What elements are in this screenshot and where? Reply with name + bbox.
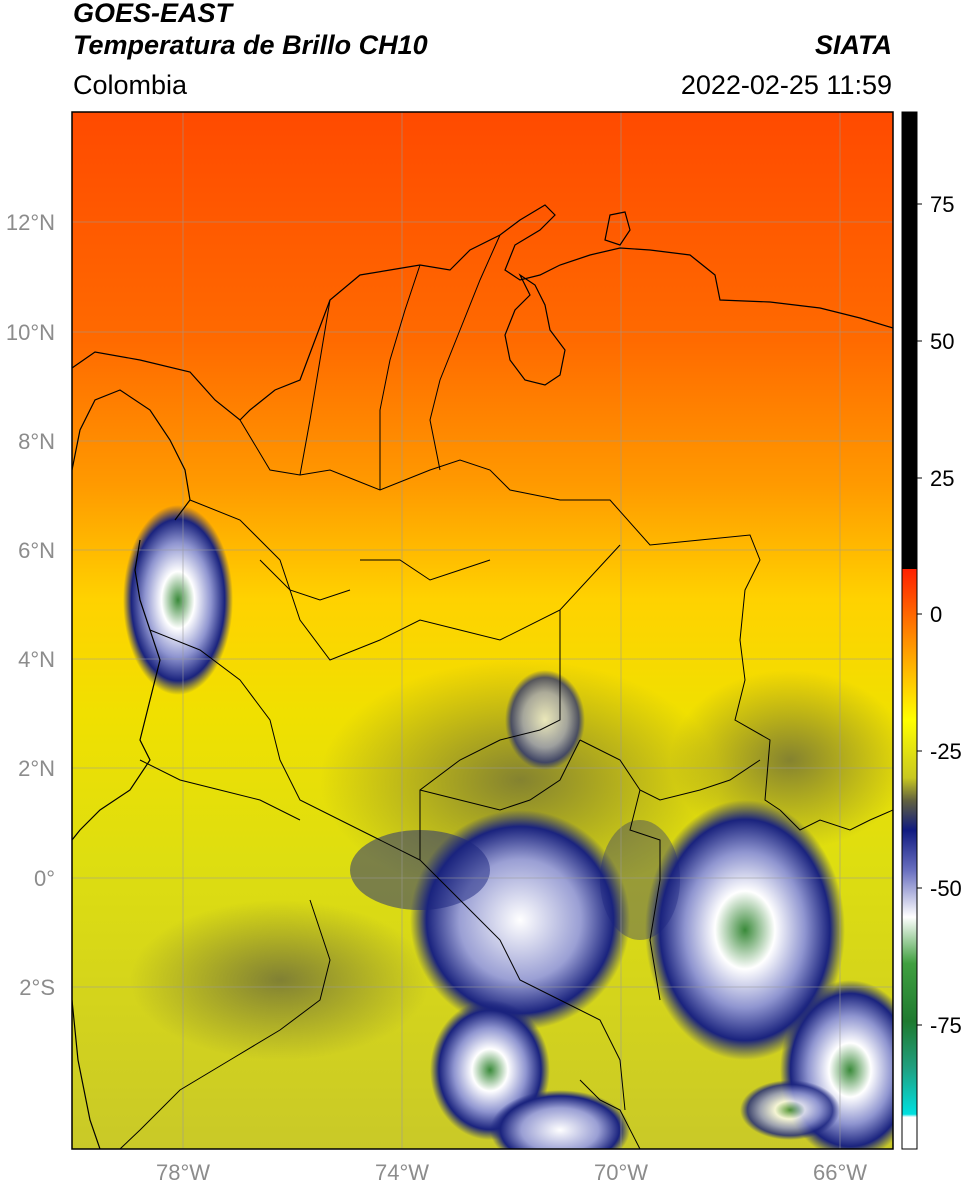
latitude-axis: 12°N 10°N 8°N 6°N 4°N 2°N 0° 2°S xyxy=(6,210,55,1000)
colorbar-black-segment xyxy=(902,112,917,569)
coastlines xyxy=(72,204,893,1149)
timestamp-label: 2022-02-25 11:59 xyxy=(680,70,892,100)
colorbar-tick: 75 xyxy=(930,192,954,217)
lat-label: 6°N xyxy=(18,538,55,563)
lon-label: 66°W xyxy=(813,1160,867,1185)
satellite-title: GOES-EAST xyxy=(73,0,233,28)
product-title: Temperatura de Brillo CH10 xyxy=(73,30,428,60)
lat-label: 4°N xyxy=(18,647,55,672)
lat-label: 2°S xyxy=(19,975,55,1000)
political-borders xyxy=(119,234,893,1149)
lon-label: 70°W xyxy=(594,1160,648,1185)
cloud-amazon-east xyxy=(645,800,845,1060)
lat-label: 2°N xyxy=(18,756,55,781)
lat-label: 10°N xyxy=(6,320,55,345)
lon-label: 74°W xyxy=(375,1160,429,1185)
lon-label: 78°W xyxy=(156,1160,210,1185)
brightness-temperature-field xyxy=(72,112,893,1149)
cloud-pacific xyxy=(123,505,233,695)
longitude-axis: 78°W 74°W 70°W 66°W xyxy=(156,1160,867,1185)
colorbar-tick: 50 xyxy=(930,329,954,354)
colorbar-tick: -50 xyxy=(930,876,962,901)
lat-label: 8°N xyxy=(18,429,55,454)
map-frame xyxy=(71,111,894,1150)
organization-label: SIATA xyxy=(815,30,892,60)
colorbar-tick: 25 xyxy=(930,466,954,491)
lat-label: 12°N xyxy=(6,210,55,235)
colorbar-tick: 0 xyxy=(930,602,942,627)
region-label: Colombia xyxy=(73,70,188,100)
colorbar-tick: -25 xyxy=(930,739,962,764)
lat-label: 0° xyxy=(34,866,55,891)
colorbar: 75 50 25 0 -25 -50 -75 xyxy=(901,111,962,1150)
colorbar-tick: -75 xyxy=(930,1013,962,1038)
colorbar-gradient xyxy=(902,569,917,1149)
